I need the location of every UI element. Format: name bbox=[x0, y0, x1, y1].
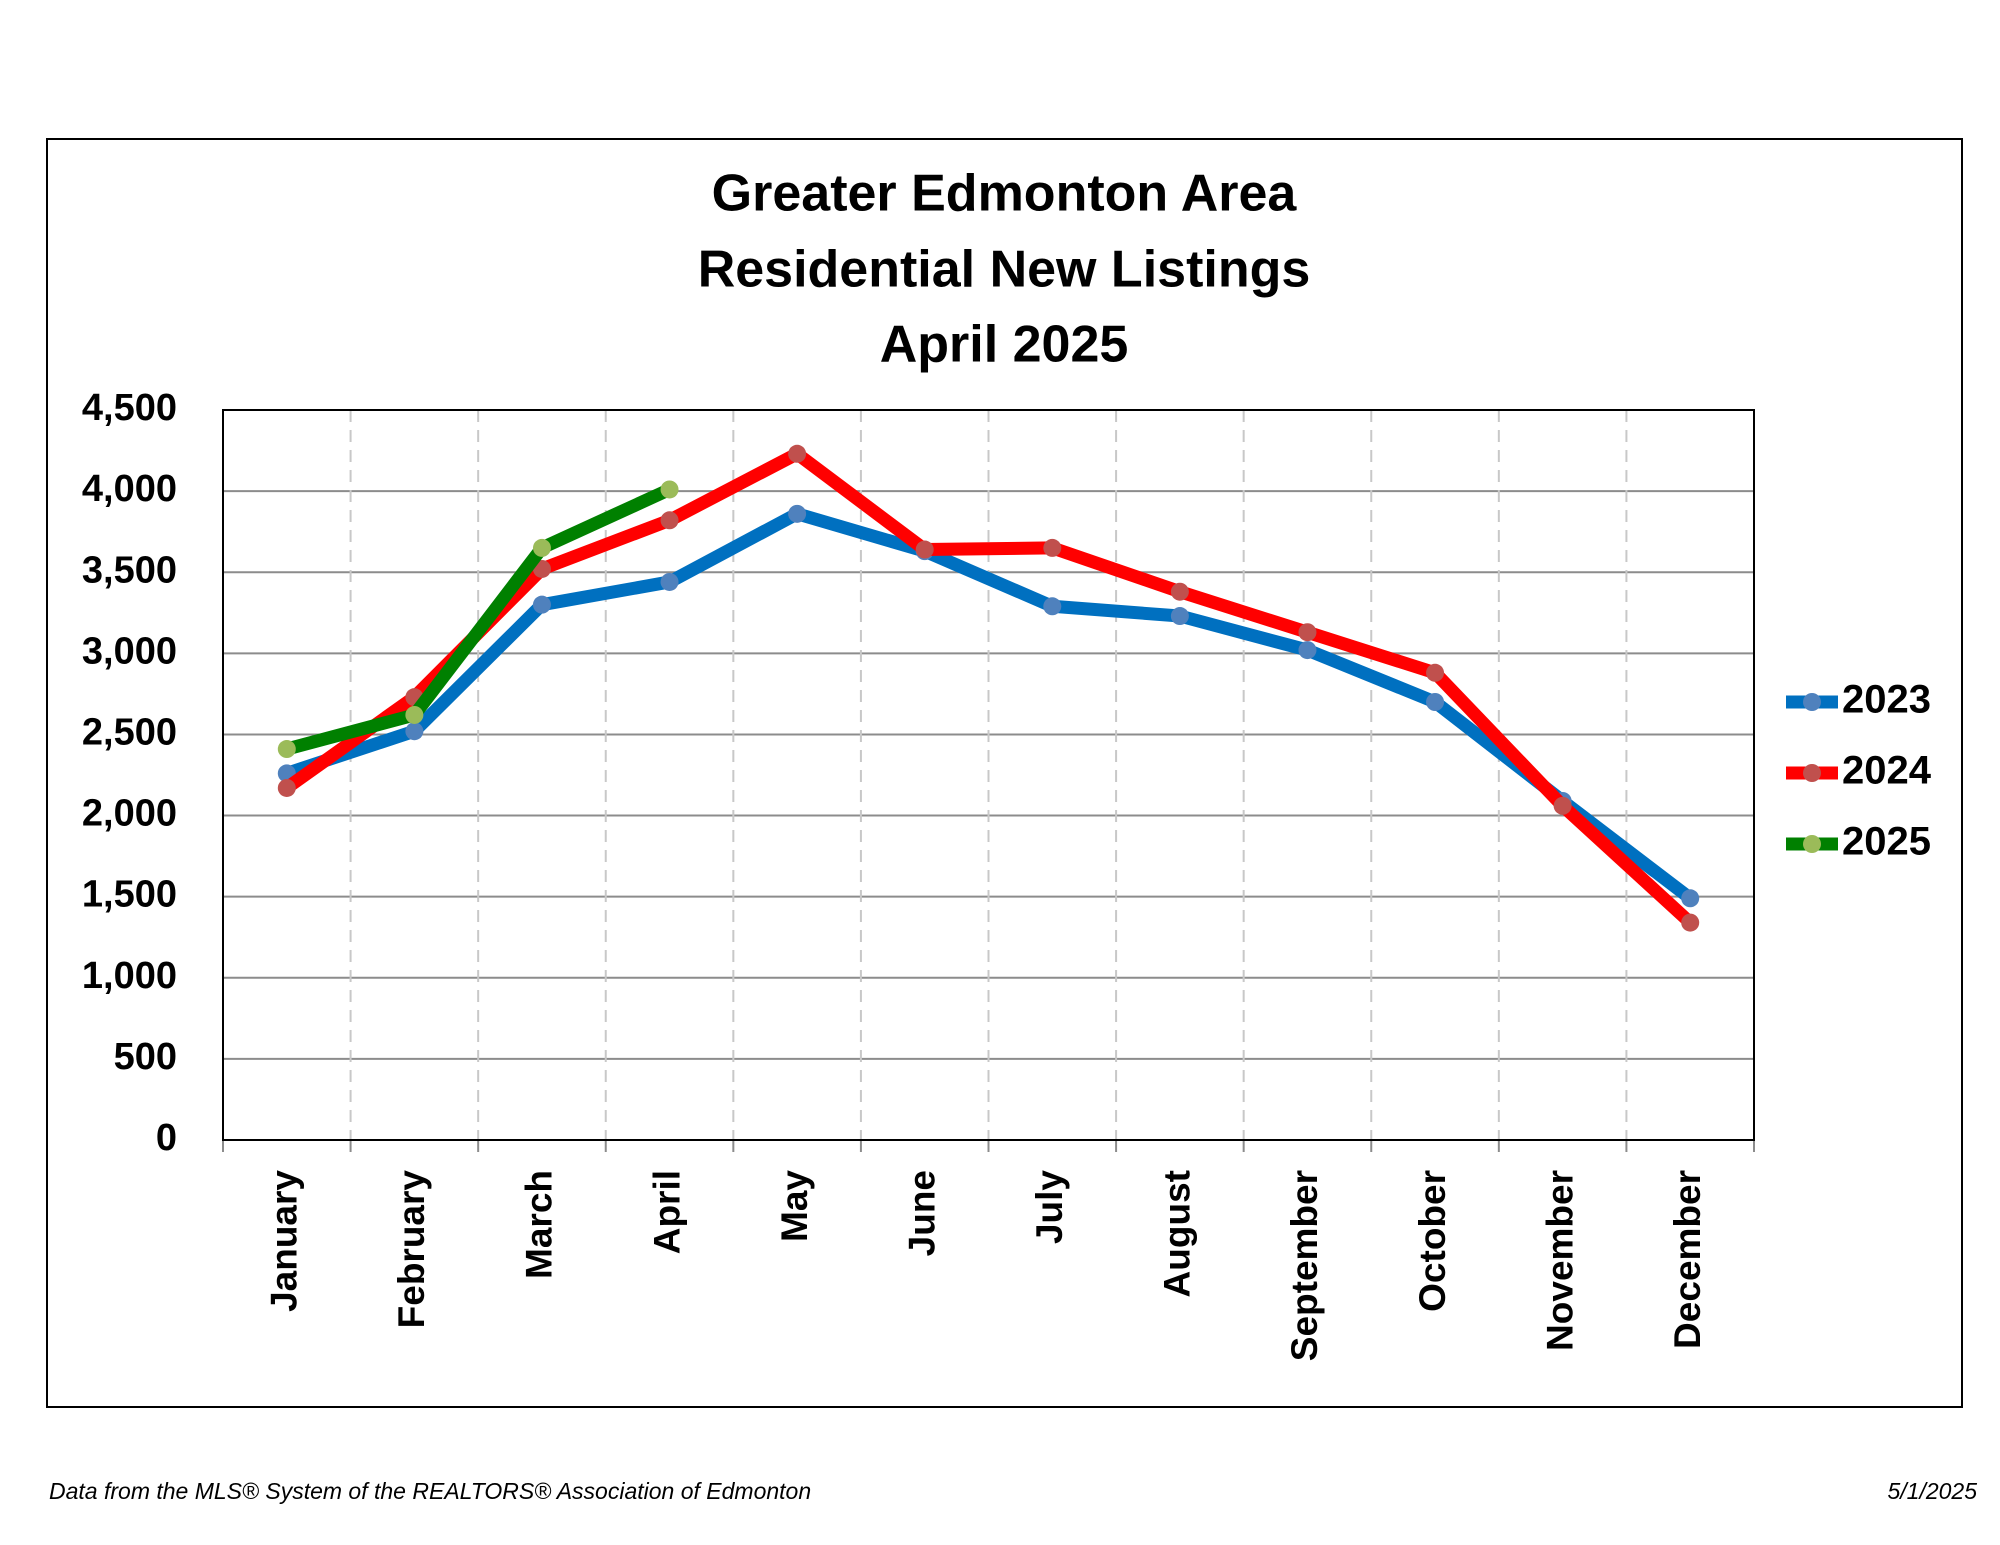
data-point bbox=[1426, 663, 1445, 682]
series-line bbox=[285, 483, 673, 756]
x-tick-label: November bbox=[1539, 1170, 1580, 1351]
data-point bbox=[405, 705, 424, 724]
data-point bbox=[788, 444, 807, 463]
x-tick-label: April bbox=[646, 1170, 687, 1254]
data-point bbox=[1043, 538, 1062, 557]
y-tick-label: 1,000 bbox=[82, 955, 177, 997]
y-tick-label: 3,000 bbox=[82, 630, 177, 672]
data-point bbox=[405, 722, 424, 741]
y-tick-label: 3,500 bbox=[82, 549, 177, 591]
y-tick-label: 2,500 bbox=[82, 711, 177, 753]
legend-marker bbox=[1803, 764, 1821, 782]
date-note: 5/1/2025 bbox=[1887, 1478, 1977, 1504]
data-point bbox=[1043, 597, 1062, 616]
legend-label: 2025 bbox=[1842, 820, 1931, 864]
chart-title: Greater Edmonton Area bbox=[712, 165, 1298, 223]
data-point bbox=[532, 595, 551, 614]
data-point bbox=[1553, 796, 1572, 815]
chart-frame bbox=[46, 138, 1963, 1408]
x-tick-label: February bbox=[391, 1170, 432, 1329]
chart-title: April 2025 bbox=[880, 316, 1129, 374]
data-point bbox=[277, 778, 296, 797]
data-point bbox=[1298, 623, 1317, 642]
legend-label: 2023 bbox=[1842, 678, 1931, 722]
data-point bbox=[1170, 607, 1189, 626]
legend-marker bbox=[1803, 835, 1821, 853]
x-tick-label: December bbox=[1667, 1170, 1708, 1349]
source-note: Data from the MLS® System of the REALTOR… bbox=[49, 1478, 811, 1504]
x-tick-label: March bbox=[519, 1170, 560, 1279]
series-line bbox=[284, 507, 1695, 904]
data-point bbox=[660, 511, 679, 530]
x-tick-label: September bbox=[1284, 1170, 1325, 1361]
data-point bbox=[660, 480, 679, 499]
x-tick-label: August bbox=[1157, 1170, 1198, 1297]
x-tick-label: October bbox=[1412, 1170, 1453, 1312]
data-point bbox=[532, 538, 551, 557]
y-tick-label: 0 bbox=[156, 1117, 177, 1159]
y-tick-label: 4,500 bbox=[82, 387, 177, 429]
x-tick-label: January bbox=[264, 1170, 305, 1312]
data-point bbox=[1681, 913, 1700, 932]
data-point bbox=[1170, 582, 1189, 601]
y-tick-label: 4,000 bbox=[82, 468, 177, 510]
x-tick-label: July bbox=[1029, 1170, 1070, 1244]
x-tick-label: May bbox=[774, 1170, 815, 1242]
x-tick-label: June bbox=[901, 1170, 942, 1256]
data-point bbox=[660, 572, 679, 591]
plot-area bbox=[222, 409, 1755, 1141]
chart-title: Residential New Listings bbox=[698, 241, 1311, 299]
data-point bbox=[1426, 693, 1445, 711]
legend-label: 2024 bbox=[1842, 749, 1932, 793]
legend-marker bbox=[1803, 693, 1821, 711]
y-tick-label: 1,500 bbox=[82, 874, 177, 916]
data-point bbox=[1298, 641, 1317, 660]
y-tick-label: 2,000 bbox=[82, 793, 177, 835]
data-point bbox=[788, 504, 807, 523]
data-point bbox=[915, 540, 934, 559]
series-line bbox=[283, 447, 1695, 928]
data-point bbox=[1681, 889, 1700, 908]
y-tick-label: 500 bbox=[114, 1036, 177, 1078]
data-point bbox=[277, 740, 296, 759]
